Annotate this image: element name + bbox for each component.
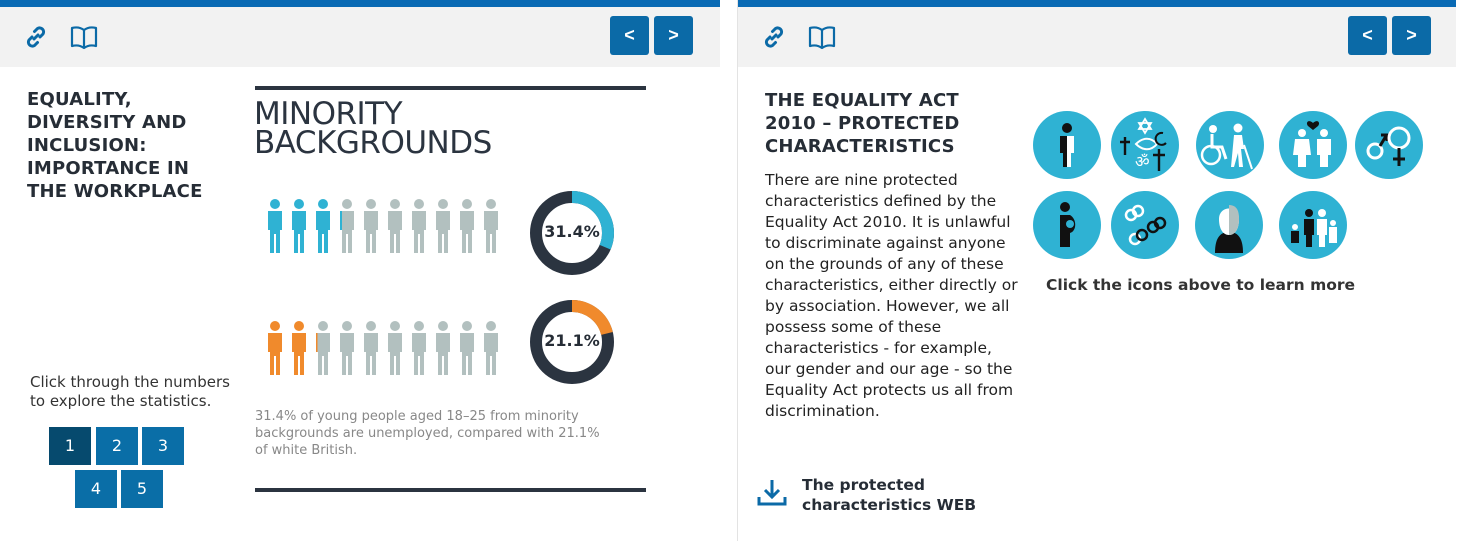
gender-reassignment-icon[interactable] <box>1033 111 1101 179</box>
title-line: EQUALITY, <box>27 89 132 110</box>
caption-line: 31.4% of young people aged 18–25 from mi… <box>255 409 579 424</box>
religion-belief-icon[interactable]: ॐ <box>1111 111 1179 179</box>
page-button-5[interactable]: 5 <box>121 470 163 508</box>
body-line: characteristics - for example, <box>765 339 992 357</box>
sexual-orientation-icon[interactable] <box>1111 191 1179 259</box>
svg-text:ॐ: ॐ <box>1135 152 1150 171</box>
top-accent-bar <box>0 0 720 7</box>
title-line: CHARACTERISTICS <box>765 136 955 157</box>
link-icon[interactable] <box>760 23 788 51</box>
person-figure <box>484 199 498 253</box>
person-figure <box>292 199 306 253</box>
person-figure <box>316 321 330 375</box>
body-line: on the grounds of any of these <box>765 255 1004 273</box>
download-label-line: characteristics WEB <box>802 496 977 514</box>
stat-title: MINORITY BACKGROUNDS <box>254 96 492 161</box>
stat-title-line: MINORITY <box>254 96 403 132</box>
title-line: THE EQUALITY ACT <box>765 90 959 111</box>
body-text: There are nine protected characteristics… <box>765 170 1020 422</box>
body-line: characteristics, either directly or <box>765 276 1018 294</box>
page-title: EQUALITY, DIVERSITY AND INCLUSION: IMPOR… <box>27 88 203 203</box>
person-figure <box>460 321 474 375</box>
learn-more-text: Click the icons above to learn more <box>1046 276 1356 294</box>
next-button[interactable]: > <box>1392 16 1431 55</box>
pregnancy-maternity-icon[interactable] <box>1033 191 1101 259</box>
book-icon[interactable] <box>808 23 836 51</box>
download-link[interactable]: The protected characteristics WEB <box>756 475 996 519</box>
stat-title-line: BACKGROUNDS <box>254 125 492 161</box>
person-figure <box>268 321 282 375</box>
page-button-2[interactable]: 2 <box>96 427 138 465</box>
book-icon[interactable] <box>70 23 98 51</box>
body-line: Equality Act protects us all from <box>765 381 1014 399</box>
body-line: Equality Act 2010. It is unlawful <box>765 213 1011 231</box>
minority-percentage: 31.4% <box>544 222 600 241</box>
right-panel: < > THE EQUALITY ACT 2010 – PROTECTED CH… <box>737 0 1456 541</box>
donut-segment <box>530 300 614 384</box>
race-icon[interactable] <box>1195 191 1263 259</box>
person-figure <box>364 321 378 375</box>
instructions: Click through the numbers to explore the… <box>30 373 230 411</box>
stat-caption: 31.4% of young people aged 18–25 from mi… <box>255 408 605 459</box>
person-figure <box>412 199 426 253</box>
link-icon[interactable] <box>22 23 50 51</box>
minority-people-pictogram <box>268 199 498 253</box>
body-line: There are nine protected <box>765 171 958 189</box>
prev-button[interactable]: < <box>610 16 649 55</box>
download-label-line: The protected <box>802 476 926 494</box>
page-button-4[interactable]: 4 <box>75 470 117 508</box>
person-figure <box>388 321 402 375</box>
title-line: 2010 – PROTECTED <box>765 113 960 134</box>
toolbar: < > <box>738 7 1456 67</box>
minority-donut-chart <box>530 191 614 275</box>
person-figure <box>364 199 378 253</box>
person-figure <box>388 199 402 253</box>
next-button[interactable]: > <box>654 16 693 55</box>
title-line: IMPORTANCE IN <box>27 158 190 179</box>
person-figure <box>484 321 498 375</box>
person-figure <box>340 199 354 253</box>
body-line: discrimination. <box>765 402 880 420</box>
person-figure <box>268 199 282 253</box>
page-button-1[interactable]: 1 <box>49 427 91 465</box>
person-figure <box>436 199 450 253</box>
white-british-people-pictogram <box>268 321 498 375</box>
donut-segment <box>530 191 614 275</box>
page-button-3[interactable]: 3 <box>142 427 184 465</box>
toolbar: < > <box>0 7 720 67</box>
page-title: THE EQUALITY ACT 2010 – PROTECTED CHARAC… <box>765 89 960 158</box>
bottom-rule <box>255 488 646 492</box>
person-figure <box>316 199 330 253</box>
person-figure <box>412 321 426 375</box>
instructions-line: to explore the statistics. <box>30 392 212 410</box>
body-line: by association. However, we all <box>765 297 1010 315</box>
left-panel: < > EQUALITY, DIVERSITY AND INCLUSION: I… <box>0 0 720 541</box>
title-line: INCLUSION: <box>27 135 147 156</box>
white-british-percentage: 21.1% <box>544 331 600 350</box>
body-line: to discriminate against anyone <box>765 234 1006 252</box>
top-rule <box>255 86 646 90</box>
instructions-line: Click through the numbers <box>30 373 230 391</box>
title-line: DIVERSITY AND <box>27 112 187 133</box>
person-figure <box>436 321 450 375</box>
body-line: characteristics defined by the <box>765 192 997 210</box>
download-icon <box>757 480 787 506</box>
download-label: The protected characteristics WEB <box>802 475 976 515</box>
prev-button[interactable]: < <box>1348 16 1387 55</box>
white-british-donut-chart <box>530 300 614 384</box>
body-line: our gender and our age - so the <box>765 360 1013 378</box>
sex-icon[interactable] <box>1355 111 1423 179</box>
person-figure <box>460 199 474 253</box>
marriage-civil-partnership-icon[interactable] <box>1279 111 1347 179</box>
age-icon[interactable] <box>1279 191 1347 259</box>
disability-icon[interactable] <box>1196 111 1264 179</box>
caption-line: backgrounds are unemployed, compared wit… <box>255 426 600 441</box>
title-line: THE WORKPLACE <box>27 181 203 202</box>
top-accent-bar <box>738 0 1456 7</box>
person-figure <box>292 321 306 375</box>
caption-line: of white British. <box>255 443 358 458</box>
body-line: possess some of these <box>765 318 942 336</box>
person-figure <box>340 321 354 375</box>
